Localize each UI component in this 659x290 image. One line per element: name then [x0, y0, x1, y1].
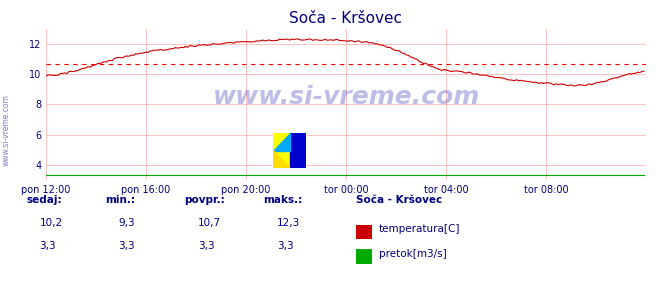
Text: pretok[m3/s]: pretok[m3/s]	[379, 249, 447, 259]
Text: 3,3: 3,3	[119, 241, 135, 251]
Bar	[290, 133, 306, 168]
Text: 3,3: 3,3	[40, 241, 56, 251]
Text: www.si-vreme.com: www.si-vreme.com	[2, 95, 11, 166]
Bar	[273, 133, 290, 168]
Text: min.:: min.:	[105, 195, 136, 205]
Text: 10,7: 10,7	[198, 218, 221, 228]
Text: www.si-vreme.com: www.si-vreme.com	[212, 85, 480, 109]
Text: temperatura[C]: temperatura[C]	[379, 224, 461, 234]
Text: 12,3: 12,3	[277, 218, 300, 228]
Text: 3,3: 3,3	[277, 241, 293, 251]
Text: 9,3: 9,3	[119, 218, 135, 228]
Text: sedaj:: sedaj:	[26, 195, 62, 205]
Text: 3,3: 3,3	[198, 241, 214, 251]
Text: maks.:: maks.:	[264, 195, 303, 205]
Text: 10,2: 10,2	[40, 218, 63, 228]
Text: povpr.:: povpr.:	[185, 195, 225, 205]
Title: Soča - Kršovec: Soča - Kršovec	[289, 11, 403, 26]
Polygon shape	[273, 133, 290, 151]
Polygon shape	[273, 151, 290, 168]
Text: Soča - Kršovec: Soča - Kršovec	[356, 195, 442, 205]
